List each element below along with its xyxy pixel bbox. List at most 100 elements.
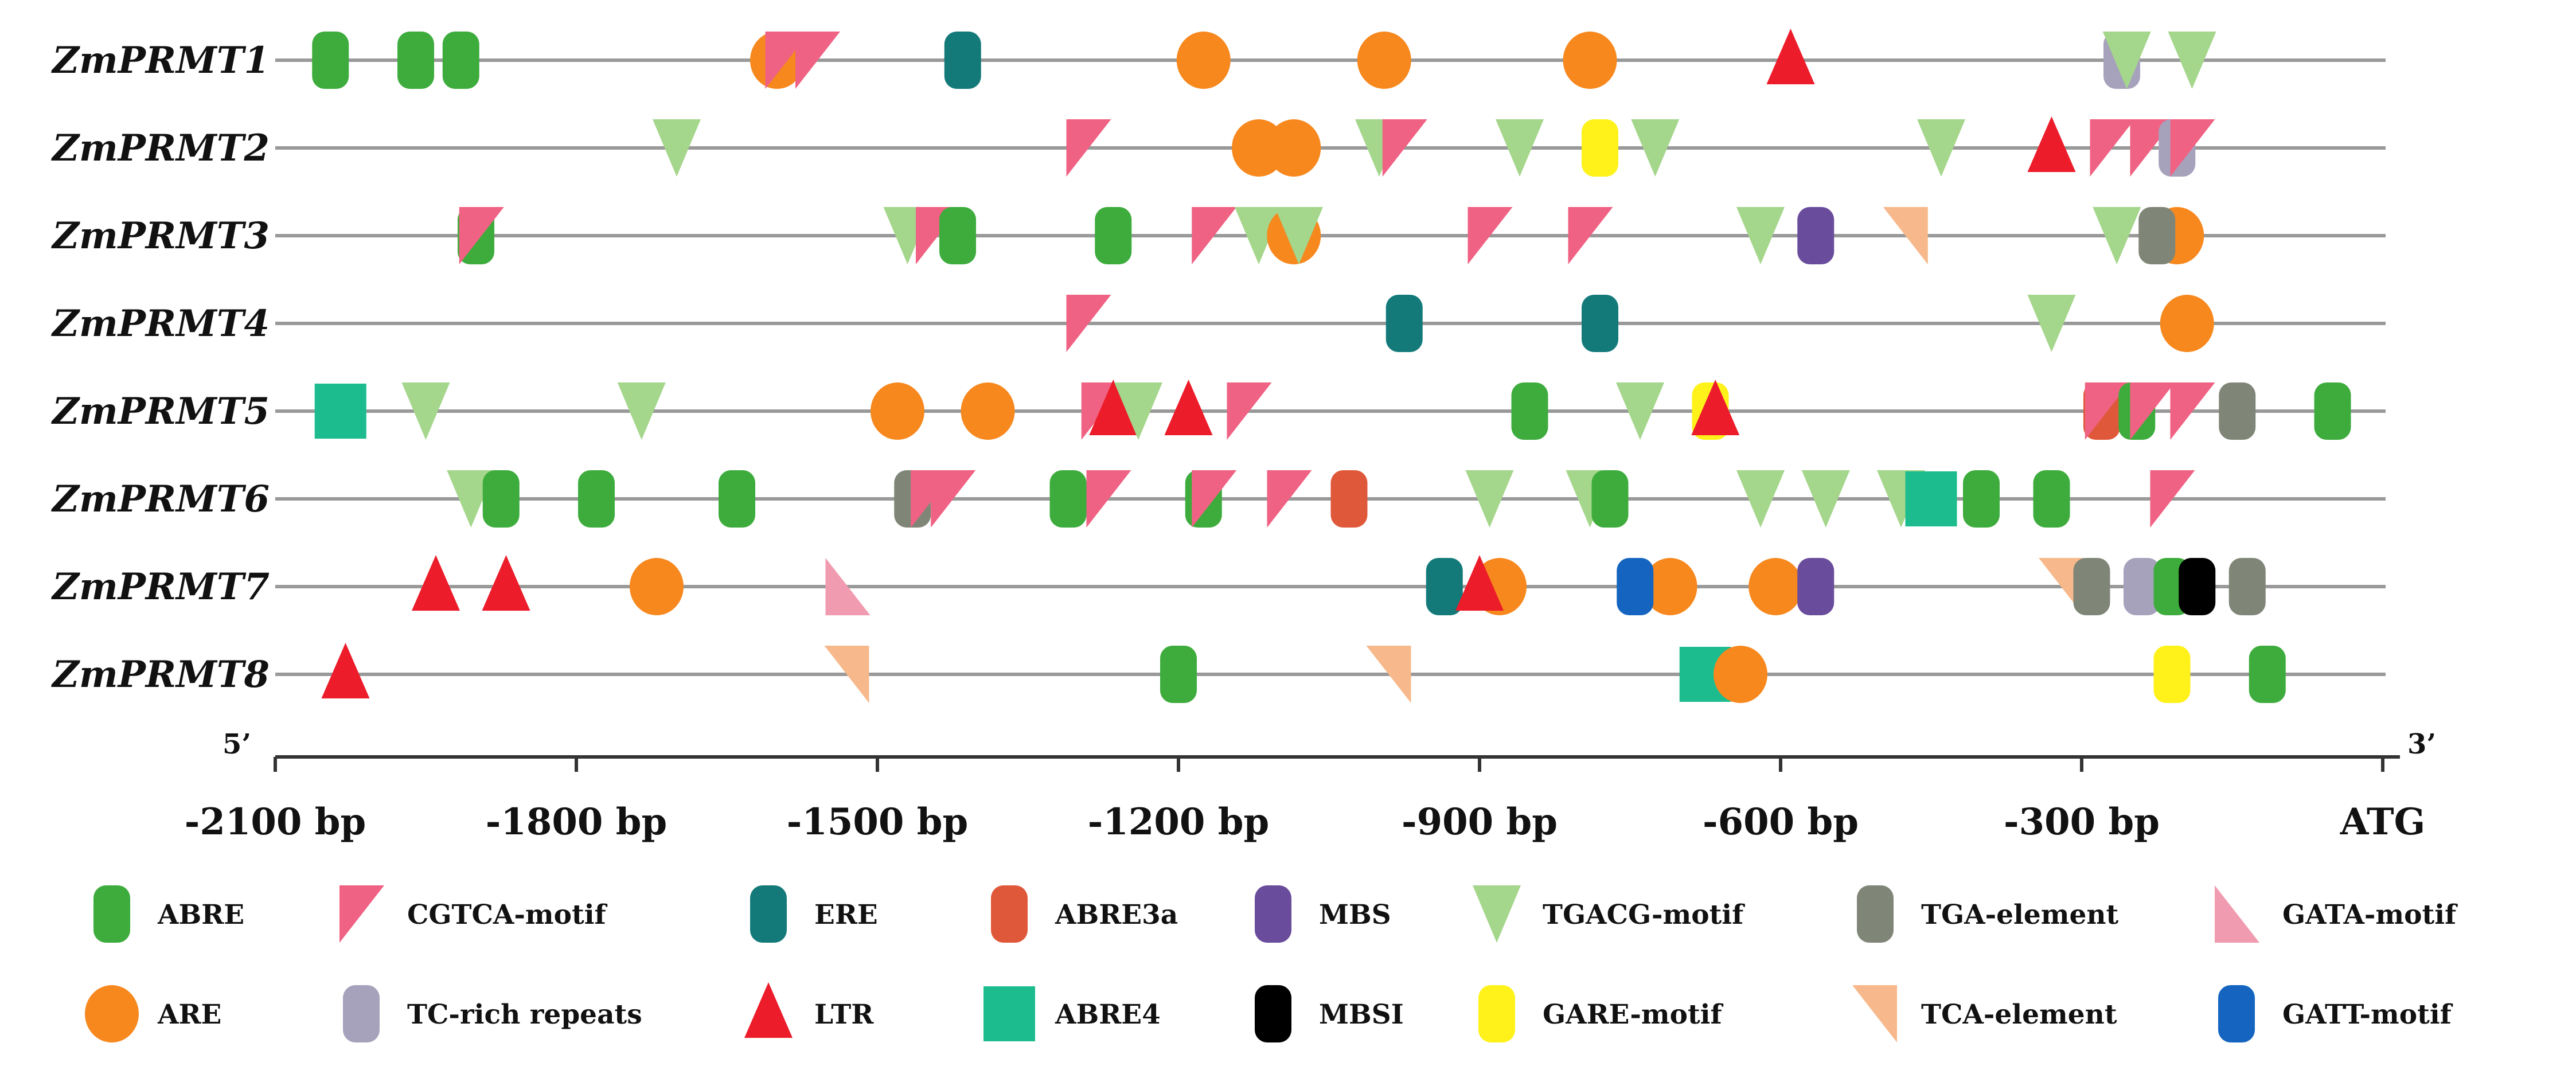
legend-swatch-gatt-motif bbox=[2218, 985, 2255, 1042]
axis-tick-label: -600 bp bbox=[1703, 800, 1859, 843]
legend-item-mbsi: MBSI bbox=[1255, 985, 1404, 1042]
axis-tick-label: -1500 bp bbox=[787, 800, 968, 843]
legend-item-tca-element: TCA-element bbox=[1852, 985, 2117, 1042]
gene-label: ZmPRMT6 bbox=[50, 478, 270, 521]
legend-label: ABRE3a bbox=[1055, 899, 1178, 931]
legend-label: TGA-element bbox=[1921, 899, 2119, 931]
gene-label: ZmPRMT4 bbox=[50, 302, 270, 345]
gene-row-zmprmt7: ZmPRMT7 bbox=[50, 555, 2386, 615]
element-are bbox=[1563, 32, 1617, 89]
element-tga-element bbox=[2228, 558, 2266, 615]
element-cgtca-motif bbox=[2090, 119, 2135, 177]
element-tgacg-motif bbox=[1801, 470, 1850, 528]
legend-item-ltr: LTR bbox=[744, 982, 874, 1038]
legend-label: ARE bbox=[157, 999, 221, 1030]
element-gata-motif bbox=[825, 558, 871, 615]
axis-tick-label: -900 bp bbox=[1402, 800, 1558, 843]
element-mbsi bbox=[2179, 558, 2216, 615]
element-abre bbox=[1049, 470, 1087, 528]
element-ere bbox=[1582, 295, 1618, 352]
legend-swatch-mbs bbox=[1255, 885, 1291, 943]
legend-swatch-ltr bbox=[744, 982, 793, 1038]
element-ltr bbox=[1164, 380, 1213, 435]
element-cgtca-motif bbox=[1467, 207, 1513, 264]
position-axis: 5’ 3’ -2100 bp -1800 bp -1500 bp -1200 bp -9… bbox=[185, 728, 2436, 843]
gene-label: ZmPRMT5 bbox=[50, 390, 270, 433]
element-gatt-motif bbox=[1617, 558, 1654, 615]
element-ltr bbox=[2027, 116, 2076, 172]
gene-label: ZmPRMT1 bbox=[50, 39, 270, 82]
legend-item-gata-motif: GATA-motif bbox=[2215, 885, 2458, 943]
legend-swatch-gata-motif bbox=[2215, 885, 2259, 943]
element-are bbox=[1176, 32, 1231, 89]
element-abre bbox=[2314, 382, 2351, 440]
element-cgtca-motif bbox=[1066, 119, 1111, 177]
legend-label: MBSI bbox=[1319, 999, 1404, 1030]
legend-swatch-gare-motif bbox=[1478, 985, 1515, 1042]
element-cgtca-motif bbox=[2150, 470, 2195, 528]
element-tgacg-motif bbox=[2102, 32, 2151, 89]
element-cgtca-motif bbox=[2170, 382, 2215, 440]
gene-rows: ZmPRMT1 ZmPRMT2 ZmPRMT3 ZmPRMT4 ZmPRMT5 ZmPRM… bbox=[50, 29, 2386, 703]
element-tgacg-motif bbox=[1114, 382, 1162, 440]
element-cgtca-motif bbox=[1227, 382, 1272, 440]
element-ltr bbox=[1766, 29, 1815, 84]
gene-label: ZmPRMT7 bbox=[50, 565, 270, 608]
element-abre bbox=[1963, 470, 2000, 528]
legend-item-tc-rich-repeats: TC-rich repeats bbox=[343, 985, 642, 1042]
element-tgacg-motif bbox=[401, 382, 450, 440]
element-are bbox=[1267, 119, 1321, 177]
element-tga-element bbox=[2138, 207, 2176, 264]
element-ere bbox=[1385, 295, 1423, 352]
legend-label: ABRE bbox=[157, 899, 244, 931]
element-ltr bbox=[1691, 380, 1740, 435]
legend-item-mbs: MBS bbox=[1255, 885, 1391, 943]
legend-item-tgacg-motif: TGACG-motif bbox=[1473, 885, 1745, 943]
legend-item-gatt-motif: GATT-motif bbox=[2218, 985, 2453, 1042]
legend-item-ere: ERE bbox=[750, 885, 878, 943]
element-abre bbox=[312, 32, 349, 89]
element-cgtca-motif bbox=[1086, 470, 1131, 528]
element-tgacg-motif bbox=[1496, 119, 1544, 177]
legend-swatch-mbsi bbox=[1255, 985, 1291, 1042]
element-abre bbox=[482, 470, 520, 528]
legend-label: LTR bbox=[814, 999, 874, 1030]
gene-row-zmprmt2: ZmPRMT2 bbox=[50, 116, 2386, 177]
element-ltr bbox=[482, 555, 530, 611]
element-tgacg-motif bbox=[1616, 382, 1664, 440]
element-gare-motif bbox=[2153, 646, 2191, 703]
gene-row-zmprmt6: ZmPRMT6 bbox=[50, 470, 2386, 528]
element-abre4 bbox=[314, 384, 366, 439]
axis-tick-label: -1200 bp bbox=[1088, 800, 1269, 843]
legend-item-abre4: ABRE4 bbox=[983, 986, 1161, 1041]
element-cgtca-motif bbox=[931, 470, 976, 528]
element-tgacg-motif bbox=[2168, 32, 2216, 89]
element-abre bbox=[2249, 646, 2286, 703]
gene-row-zmprmt3: ZmPRMT3 bbox=[50, 207, 2386, 264]
element-tgacg-motif bbox=[1917, 119, 1965, 177]
legend-swatch-abre bbox=[93, 885, 130, 943]
element-cgtca-motif bbox=[795, 32, 840, 89]
element-tgacg-motif bbox=[1736, 207, 1785, 264]
element-abre bbox=[397, 32, 434, 89]
element-gare-motif bbox=[1582, 119, 1618, 177]
element-abre bbox=[1160, 646, 1197, 703]
element-are bbox=[1748, 558, 1803, 615]
axis-tick-label: ATG bbox=[2340, 800, 2425, 843]
legend-label: ABRE4 bbox=[1055, 999, 1161, 1030]
element-ltr bbox=[1455, 555, 1504, 611]
legend-label: TC-rich repeats bbox=[407, 999, 642, 1030]
gene-label: ZmPRMT8 bbox=[50, 653, 270, 696]
element-are bbox=[2160, 295, 2214, 352]
element-ere bbox=[1426, 558, 1463, 615]
element-are bbox=[1643, 558, 1697, 615]
three-prime-label: 3’ bbox=[2407, 728, 2436, 760]
legend-label: ERE bbox=[814, 899, 878, 931]
axis-tick-label: -1800 bp bbox=[486, 800, 667, 843]
legend-label: GARE-motif bbox=[1543, 999, 1724, 1030]
element-tgacg-motif bbox=[1736, 470, 1785, 528]
element-tgacg-motif bbox=[1465, 470, 1514, 528]
element-abre bbox=[1095, 207, 1132, 264]
legend-item-abre: ABRE bbox=[93, 885, 244, 943]
element-cgtca-motif bbox=[1267, 470, 1312, 528]
